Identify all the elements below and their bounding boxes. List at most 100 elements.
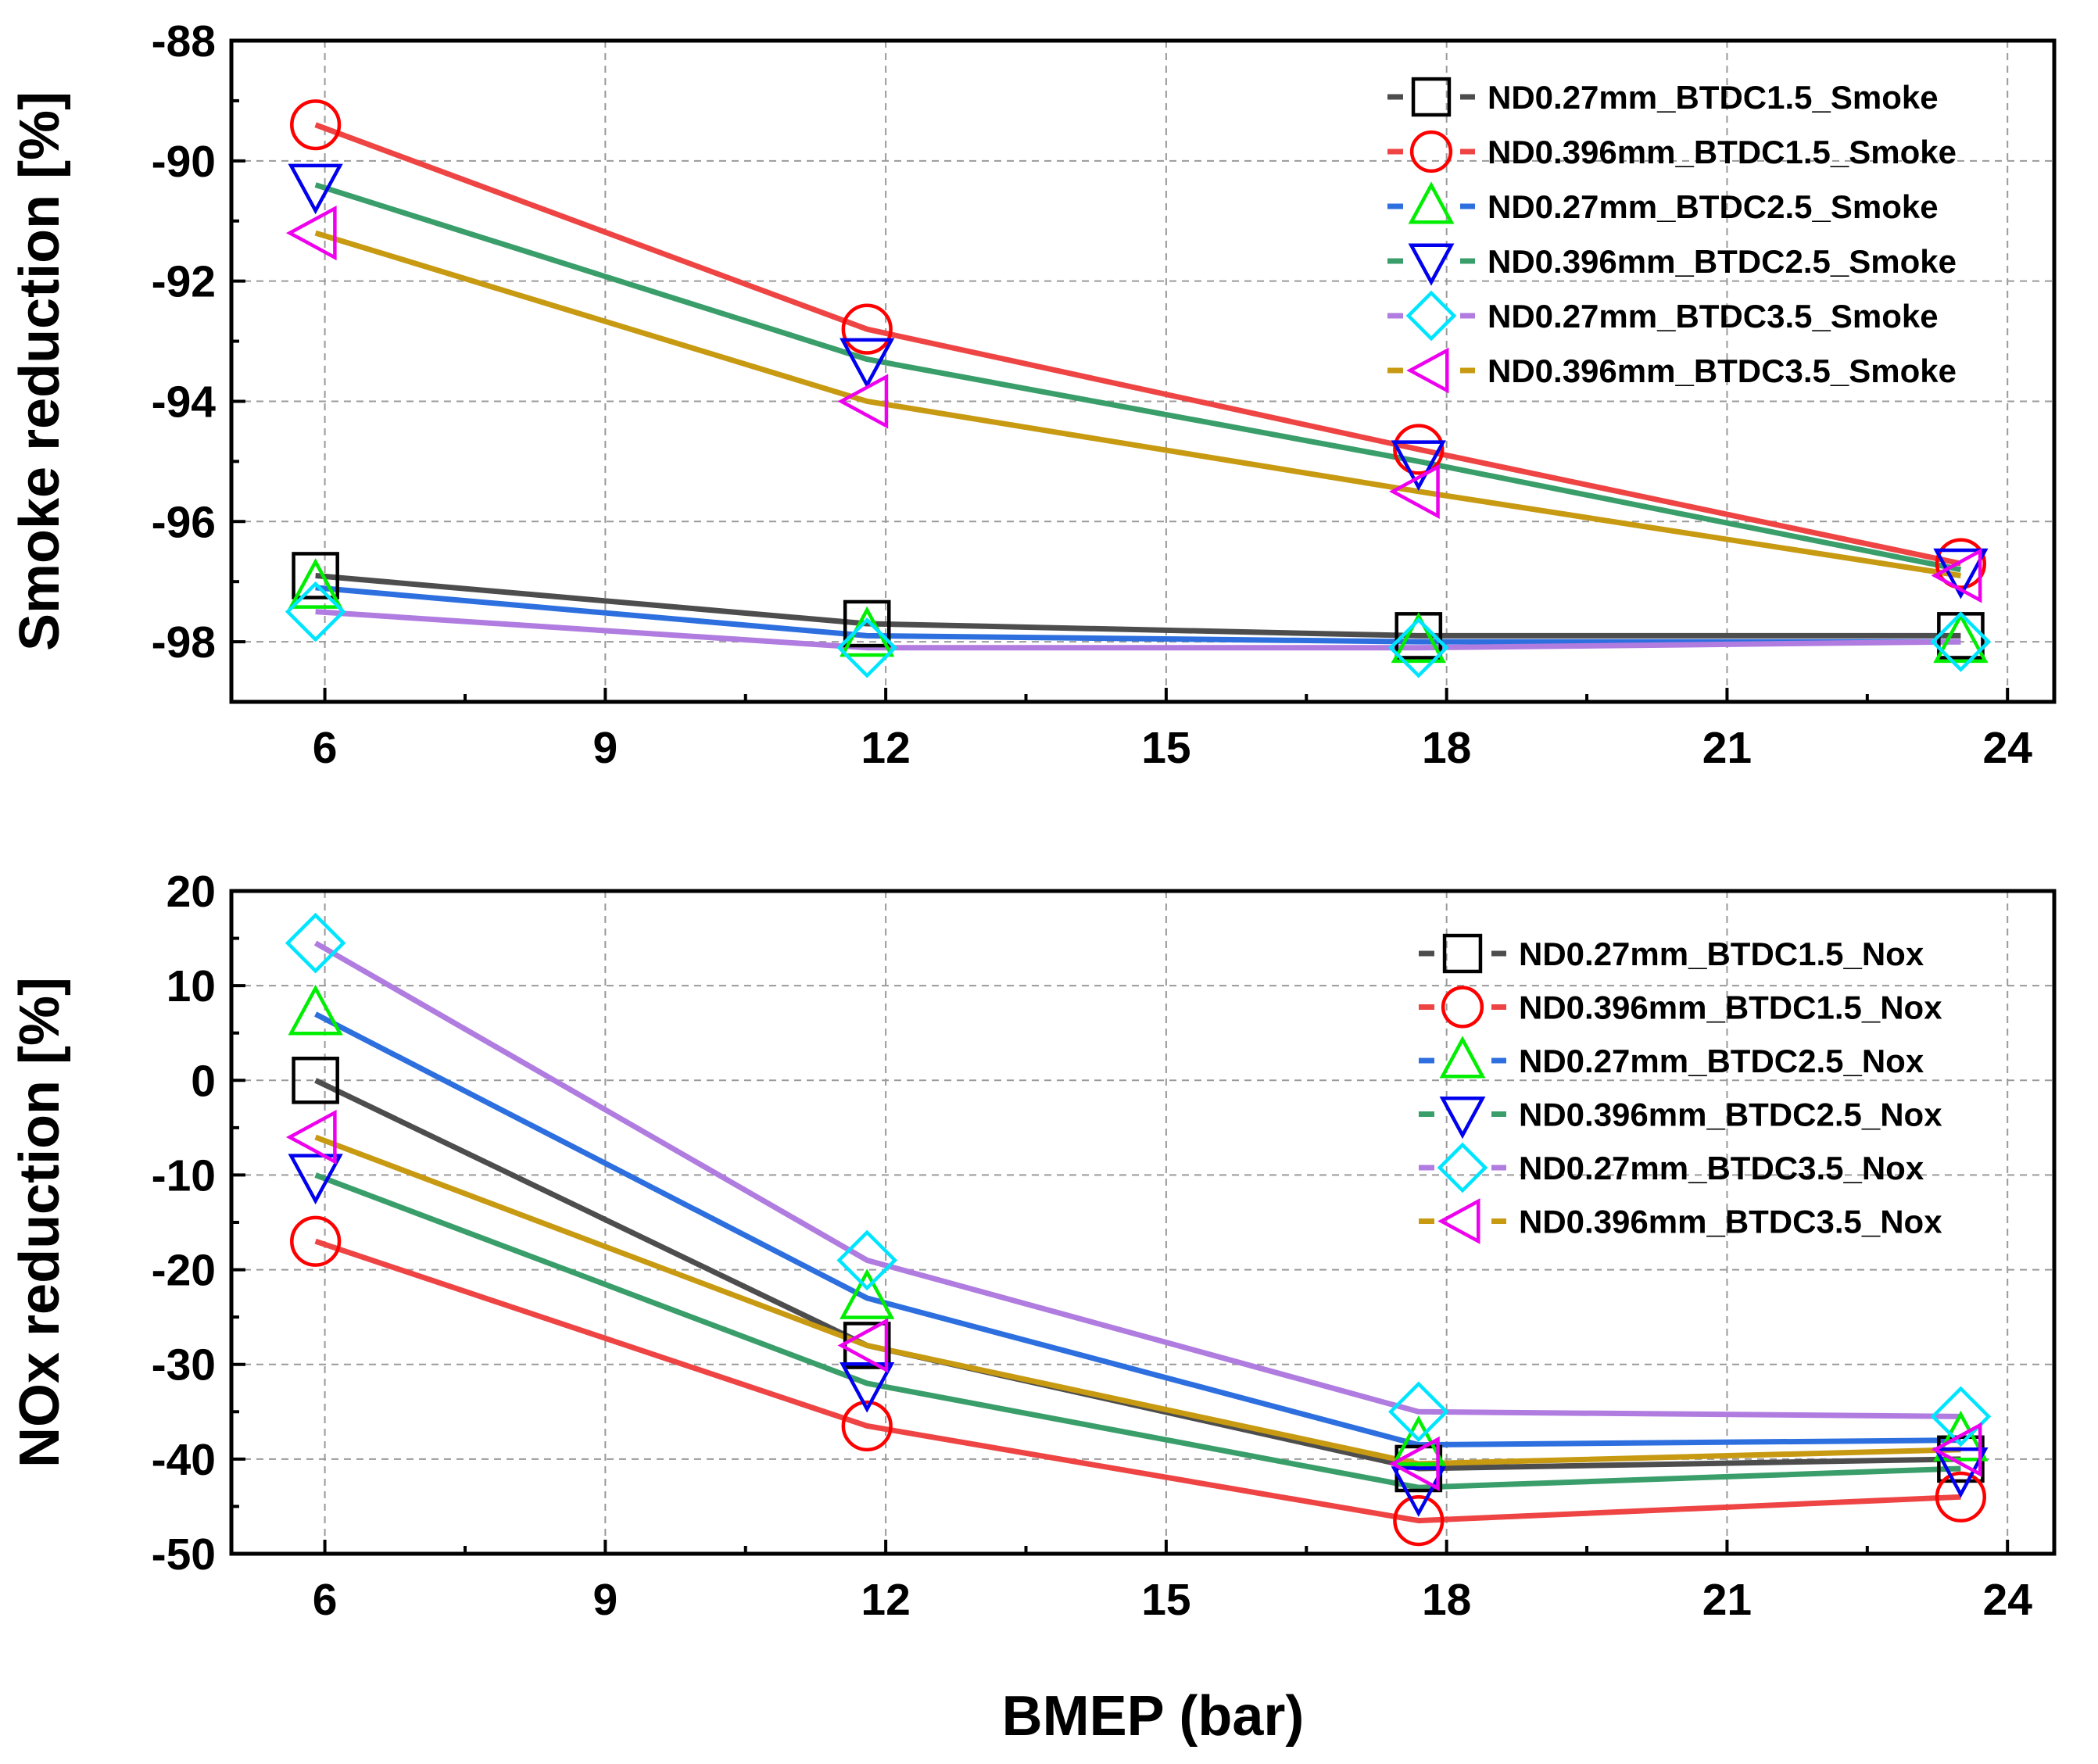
- y-tick-label: -30: [152, 1340, 216, 1390]
- legend-marker: [1406, 347, 1449, 394]
- data-point: [288, 984, 343, 1036]
- smoke-frame: [229, 38, 2057, 704]
- y-tick-label: -40: [152, 1435, 216, 1485]
- data-point: [285, 581, 346, 642]
- legend-label: ND0.27mm_BTDC1.5_Nox: [1519, 936, 1924, 972]
- legend-marker: [1441, 986, 1484, 1029]
- smoke-series: [285, 99, 1992, 678]
- x-tick-label: 18: [1422, 723, 1471, 773]
- legend-marker: [1411, 77, 1452, 117]
- data-point: [1930, 1386, 1992, 1447]
- legend-marker: [1408, 243, 1455, 286]
- series-line: [315, 609, 1961, 651]
- legend-label: ND0.27mm_BTDC3.5_Nox: [1519, 1150, 1924, 1186]
- y-tick-label: -88: [152, 16, 216, 66]
- data-point: [290, 99, 342, 151]
- nox-y-axis-title: NOx reduction [%]: [9, 977, 71, 1468]
- x-tick-label: 15: [1141, 723, 1190, 773]
- smoke-reduction-plot: 6 9 12 15 18 21 24 -98 -96 -94 -92 -90 -88 Smoke redu…: [9, 16, 2057, 773]
- x-tick-label: 24: [1983, 1575, 2033, 1625]
- x-tick-label: 6: [313, 723, 338, 773]
- legend-marker: [1439, 1036, 1486, 1079]
- y-tick-label: -92: [152, 257, 216, 307]
- data-point: [836, 1229, 898, 1291]
- legend-label: ND0.396mm_BTDC1.5_Nox: [1519, 989, 1942, 1026]
- data-point: [836, 617, 898, 678]
- legend-label: ND0.396mm_BTDC3.5_Smoke: [1488, 352, 1957, 389]
- data-point: [1933, 548, 1989, 599]
- data-point: [837, 374, 889, 429]
- x-tick-label: 24: [1983, 723, 2033, 773]
- data-point: [1387, 1381, 1449, 1443]
- data-point: [840, 1268, 895, 1319]
- data-point: [290, 1215, 342, 1267]
- legend-label: ND0.27mm_BTDC2.5_Nox: [1519, 1043, 1924, 1079]
- y-tick-label: -98: [152, 617, 216, 667]
- series-line: [315, 585, 1961, 645]
- series-line: [315, 573, 1961, 639]
- nox-reduction-plot: 6 9 12 15 18 21 24 -50 -40 -30 -20 -10 0 10 20 NOx redu…: [9, 867, 2057, 1625]
- data-point: [288, 163, 343, 215]
- legend-label: ND0.396mm_BTDC2.5_Smoke: [1488, 243, 1957, 280]
- legend-marker: [1437, 1142, 1488, 1193]
- series-line: [314, 1238, 1961, 1524]
- legend-label: ND0.396mm_BTDC2.5_Nox: [1519, 1097, 1942, 1133]
- data-point: [288, 558, 343, 609]
- x-tick-label: 9: [593, 723, 618, 773]
- legend-marker: [1437, 1198, 1480, 1244]
- x-tick-label: 12: [861, 1575, 910, 1625]
- legend-marker: [1408, 181, 1455, 224]
- x-tick-label: 18: [1422, 1575, 1471, 1625]
- x-tick-label: 21: [1702, 723, 1752, 773]
- data-point: [1393, 1494, 1445, 1547]
- legend-marker: [1405, 290, 1457, 342]
- y-tick-label: -50: [152, 1530, 216, 1580]
- data-point: [1930, 611, 1992, 672]
- data-point: [841, 303, 893, 355]
- y-tick-label: 20: [166, 867, 216, 917]
- data-point: [292, 552, 339, 599]
- data-point: [843, 599, 891, 648]
- legend-label: ND0.396mm_BTDC3.5_Nox: [1519, 1204, 1942, 1240]
- y-tick-label: -20: [152, 1246, 216, 1296]
- smoke-plot-area: [231, 41, 2054, 702]
- data-point: [837, 1318, 889, 1373]
- y-tick-label: -90: [152, 137, 216, 187]
- series-line: [314, 1134, 1961, 1467]
- data-point: [1935, 538, 1987, 589]
- nox-legend: ND0.27mm_BTDC1.5_Nox ND0.396mm_BTDC1.5_No…: [1419, 933, 1942, 1244]
- series-line: [314, 1172, 1961, 1490]
- x-tick-label: 15: [1141, 1575, 1190, 1625]
- data-point: [285, 1109, 337, 1165]
- y-tick-label: -94: [152, 377, 217, 427]
- data-point: [1933, 1410, 1989, 1462]
- data-point: [292, 1056, 339, 1104]
- data-point: [1935, 1471, 1987, 1522]
- smoke-legend: ND0.27mm_BTDC1.5_Smoke ND0.396mm_BTDC1.5_…: [1387, 77, 1957, 394]
- series-line: [314, 230, 1961, 578]
- data-point: [1391, 612, 1446, 664]
- data-point: [843, 1322, 891, 1369]
- x-tick-label: 9: [593, 1575, 618, 1625]
- data-point: [1389, 1436, 1440, 1492]
- data-point: [285, 912, 346, 974]
- data-point: [1393, 424, 1445, 475]
- data-point: [840, 338, 895, 389]
- series-line: [314, 122, 1962, 567]
- data-point: [1931, 1422, 1982, 1477]
- x-tick-label: 6: [313, 1575, 338, 1625]
- series-line: [314, 1011, 1961, 1448]
- x-axis-title: BMEP (bar): [1002, 1685, 1305, 1748]
- data-point: [1391, 1466, 1446, 1517]
- y-tick-label: 10: [166, 961, 216, 1011]
- y-tick-label: -10: [152, 1150, 216, 1200]
- legend-marker: [1409, 130, 1453, 174]
- legend-marker: [1439, 1097, 1486, 1140]
- smoke-y-axis-title: Smoke reduction [%]: [9, 91, 71, 651]
- x-tick-label: 21: [1702, 1575, 1752, 1625]
- y-tick-label: 0: [191, 1056, 216, 1106]
- data-point: [840, 1361, 895, 1413]
- legend-label: ND0.27mm_BTDC1.5_Smoke: [1488, 79, 1939, 116]
- legend-label: ND0.27mm_BTDC3.5_Smoke: [1488, 298, 1939, 335]
